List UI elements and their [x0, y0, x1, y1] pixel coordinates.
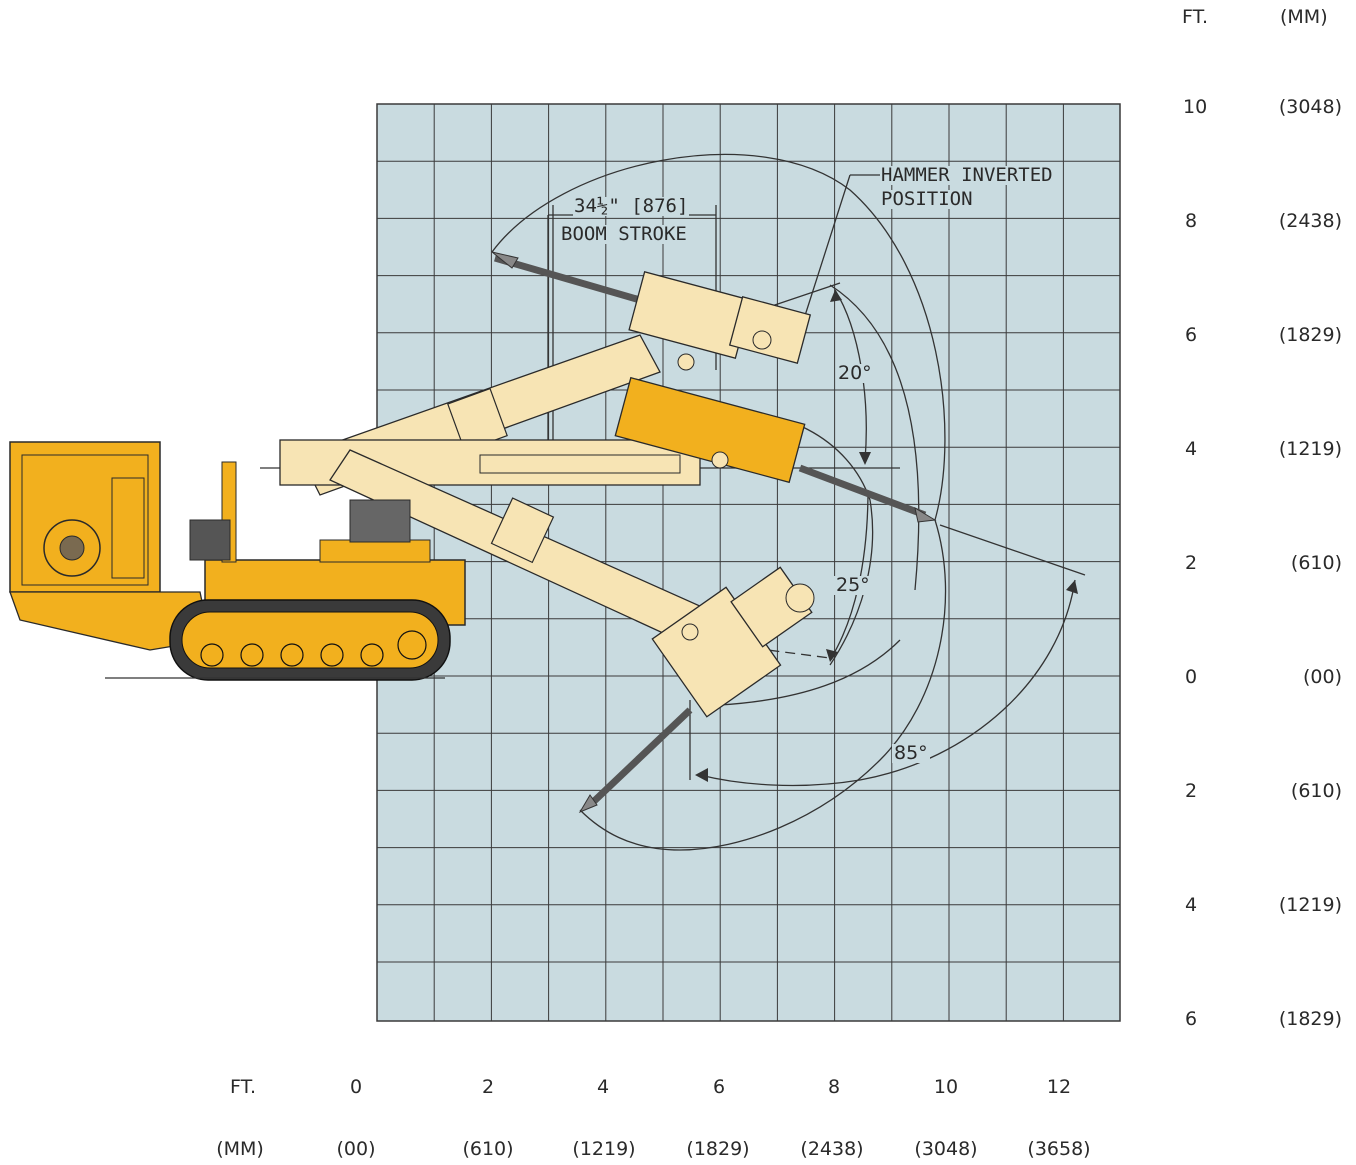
- right-axis-ft-tick: 4: [1185, 894, 1198, 916]
- right-axis-ft-tick: 2: [1185, 552, 1198, 574]
- right-axis-ft-tick: 8: [1185, 210, 1198, 232]
- boom-stroke-dimension: 34½" [876]: [573, 195, 690, 217]
- boom-stroke-label: BOOM STROKE: [560, 223, 688, 245]
- right-axis-ft-tick: 0: [1185, 666, 1198, 688]
- bottom-axis-mm-tick: (2438): [800, 1138, 864, 1160]
- bottom-axis-mm-tick: (3048): [914, 1138, 978, 1160]
- bottom-axis-mm-header: (MM): [216, 1138, 264, 1160]
- bottom-axis-mm-tick: (00): [336, 1138, 376, 1160]
- angle-label-25: 25°: [834, 574, 872, 596]
- right-axis-ft-tick: 6: [1185, 1008, 1198, 1030]
- bottom-axis-ft-tick: 12: [1046, 1076, 1072, 1098]
- bottom-axis-ft-header: FT.: [230, 1076, 256, 1098]
- bottom-axis-ft-tick: 4: [596, 1076, 610, 1098]
- reach-grid: [376, 103, 1121, 1022]
- right-axis-mm-tick: (1219): [1278, 438, 1342, 460]
- right-axis-ft-tick: 4: [1185, 438, 1198, 460]
- boom-lower: [329, 449, 815, 814]
- right-axis-mm-header: (MM): [1280, 6, 1328, 28]
- boom-middle: [279, 376, 937, 523]
- hammer-inverted-label: HAMMER INVERTED: [880, 164, 1054, 186]
- angle-label-20: 20°: [836, 362, 874, 384]
- right-axis-mm-tick: (610): [1290, 552, 1342, 574]
- machine-carrier: [9, 441, 466, 681]
- bottom-axis-ft-tick: 6: [712, 1076, 726, 1098]
- angle-label-85: 85°: [892, 742, 930, 764]
- bottom-axis-ft-tick: 2: [481, 1076, 495, 1098]
- right-axis-mm-tick: (1829): [1278, 1008, 1342, 1030]
- hammer-inverted-position-label: POSITION: [880, 188, 974, 210]
- right-axis-mm-tick: (3048): [1278, 96, 1342, 118]
- right-axis-mm-tick: (1219): [1278, 894, 1342, 916]
- bottom-axis-ft-tick: 8: [827, 1076, 841, 1098]
- right-axis-ft-tick: 10: [1183, 96, 1208, 118]
- right-axis-ft-tick: 6: [1185, 324, 1198, 346]
- bottom-axis-mm-tick: (1219): [572, 1138, 636, 1160]
- right-axis-mm-tick: (00): [1302, 666, 1342, 688]
- bottom-axis-mm-tick: (1829): [686, 1138, 750, 1160]
- bottom-axis-ft-tick: 10: [933, 1076, 959, 1098]
- right-axis-ft-header: FT.: [1182, 6, 1208, 28]
- bottom-axis-ft-tick: 0: [349, 1076, 363, 1098]
- right-axis-mm-tick: (610): [1290, 780, 1342, 802]
- right-axis-mm-tick: (2438): [1278, 210, 1342, 232]
- bottom-axis-mm-tick: (610): [462, 1138, 514, 1160]
- right-axis-mm-tick: (1829): [1278, 324, 1342, 346]
- right-axis-ft-tick: 2: [1185, 780, 1198, 802]
- bottom-axis-mm-tick: (3658): [1027, 1138, 1091, 1160]
